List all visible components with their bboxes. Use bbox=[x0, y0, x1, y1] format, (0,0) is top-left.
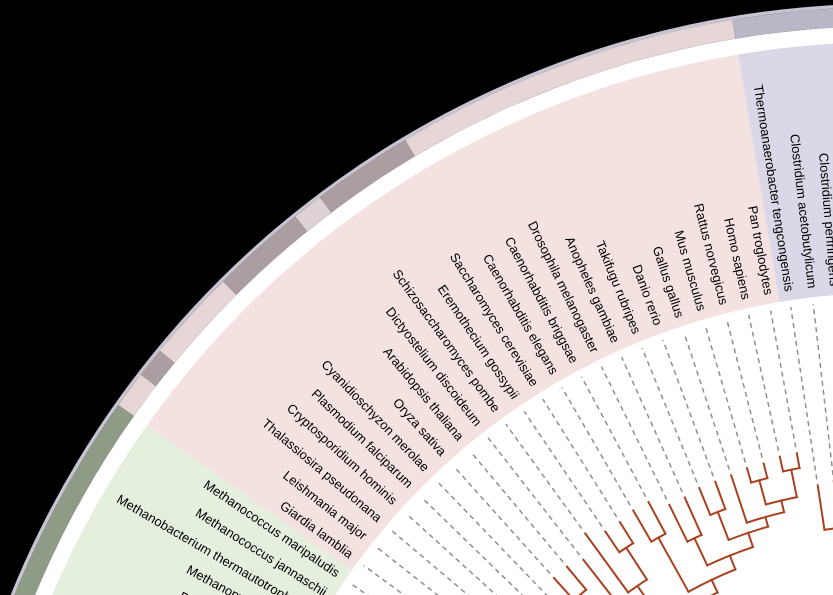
ring-segment-5 bbox=[159, 281, 237, 363]
leaf-dash-5 bbox=[726, 320, 763, 459]
tree-branch bbox=[764, 515, 770, 528]
leaf-dash-12 bbox=[580, 376, 647, 498]
ring-segment-2 bbox=[319, 140, 415, 213]
leaf-dash-17 bbox=[487, 437, 581, 556]
leaf-dash-2 bbox=[790, 307, 818, 480]
tree-branch bbox=[716, 510, 730, 542]
ring-segment-4 bbox=[222, 216, 308, 295]
ring-segment-7 bbox=[118, 374, 156, 417]
tree-branch bbox=[693, 536, 709, 567]
tree-branch bbox=[636, 584, 645, 595]
ring-segment-6 bbox=[140, 350, 175, 387]
domain-sector-eukaryota bbox=[146, 54, 780, 571]
tree-branch bbox=[795, 452, 801, 470]
tree-branch bbox=[710, 578, 719, 594]
tree-branch bbox=[565, 565, 588, 592]
tree-branch bbox=[647, 500, 667, 536]
leaf-dash-8 bbox=[662, 339, 714, 477]
tree-branch bbox=[778, 455, 785, 473]
leaf-dash-23 bbox=[391, 529, 470, 595]
ring-segment-3 bbox=[295, 197, 332, 232]
leaf-dash-25 bbox=[363, 564, 406, 595]
tree-branch bbox=[746, 531, 755, 549]
tree-branch bbox=[758, 479, 768, 506]
leaf-dash-7 bbox=[683, 332, 731, 470]
tree-branch bbox=[603, 530, 621, 554]
leaf-dash-1 bbox=[812, 304, 833, 476]
tree-branch bbox=[762, 462, 769, 480]
tree-branch bbox=[583, 532, 630, 594]
leaf-dash-20 bbox=[436, 481, 548, 595]
leaf-dash-19 bbox=[453, 465, 551, 575]
leaf-dash-11 bbox=[600, 366, 668, 500]
tree-branch bbox=[697, 486, 712, 517]
leaf-dash-10 bbox=[620, 356, 683, 493]
leaf-dash-24 bbox=[376, 547, 439, 595]
tree-branch bbox=[656, 536, 690, 594]
tree-branch bbox=[790, 468, 798, 499]
tree-branch bbox=[816, 484, 826, 531]
tree-branch bbox=[581, 558, 613, 595]
domain-sector-archaea bbox=[52, 425, 352, 595]
tree-branch bbox=[552, 576, 571, 595]
leaf-dash-9 bbox=[641, 347, 698, 483]
tree-branch bbox=[780, 499, 786, 514]
tree-branch bbox=[618, 520, 635, 545]
leaf-dash-13 bbox=[561, 387, 631, 506]
tree-branch bbox=[624, 546, 649, 581]
domain-sector-bacteria bbox=[738, 43, 833, 303]
tree-branch bbox=[729, 473, 749, 524]
tree-branch bbox=[683, 496, 703, 537]
leaf-dash-6 bbox=[704, 325, 747, 463]
tree-branch bbox=[631, 509, 653, 544]
tree-branch bbox=[667, 503, 689, 543]
ring-segment-0 bbox=[732, 8, 833, 39]
leaf-dash-21 bbox=[421, 496, 524, 595]
tree-branch bbox=[728, 554, 737, 571]
leaf-dash-22 bbox=[405, 513, 498, 595]
leaf-dash-18 bbox=[470, 451, 564, 563]
leaf-dash-16 bbox=[505, 423, 583, 530]
tree-branch bbox=[745, 466, 753, 484]
tree-branch bbox=[714, 480, 727, 511]
ring-segment-8 bbox=[14, 405, 134, 595]
ring-segment-1 bbox=[405, 19, 736, 157]
